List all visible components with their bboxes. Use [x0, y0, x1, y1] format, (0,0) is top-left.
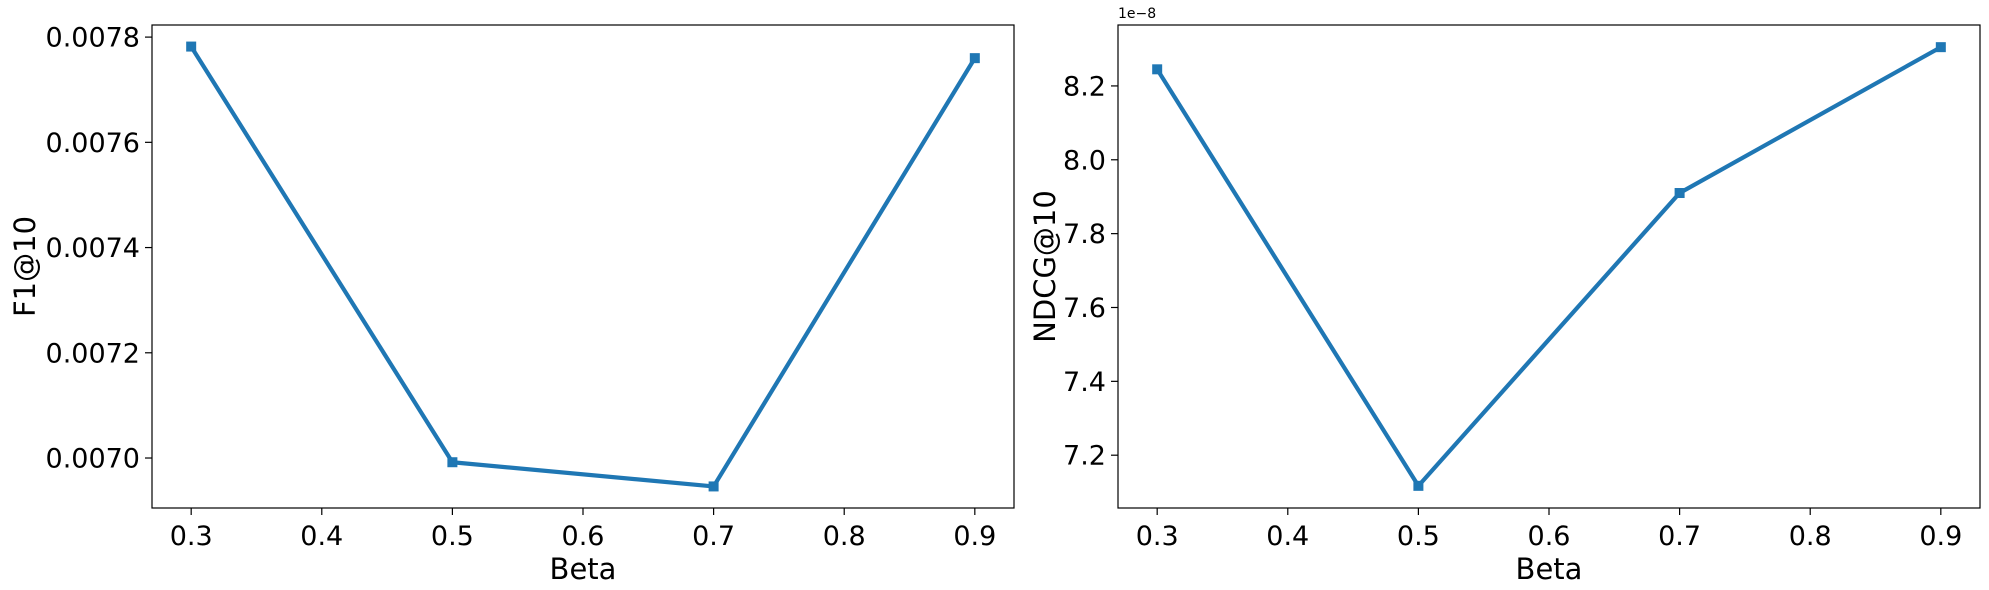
x-axis-label: Beta — [550, 552, 617, 586]
y-axis-offset-label: 1e−8 — [1118, 6, 1156, 22]
x-tick-label: 0.7 — [692, 521, 735, 552]
chart-panel-1: 0.3 0.4 0.5 0.6 0.7 0.8 0.9 0.0070 0.0072 0.0074 0… — [8, 23, 1015, 586]
y-tick-label: 7.6 — [1063, 293, 1106, 324]
x-tick-label: 0.7 — [1658, 521, 1701, 552]
chart-panel-2: 0.3 0.4 0.5 0.6 0.7 0.8 0.9 7.2 7.4 7.6 7.8 8.0 8.2 B… — [1028, 6, 1981, 586]
data-point-marker — [186, 41, 197, 52]
x-tick-label: 0.3 — [1136, 521, 1179, 552]
data-point-marker — [447, 457, 458, 468]
y-axis-label: F1@10 — [8, 216, 42, 317]
series-line-1 — [189, 44, 977, 489]
x-tick-label: 0.8 — [1789, 521, 1832, 552]
y-tick-label: 0.0074 — [46, 233, 140, 264]
y-tick-label: 8.0 — [1063, 145, 1106, 176]
x-tick-label: 0.6 — [562, 521, 605, 552]
x-tick-label: 0.5 — [431, 521, 474, 552]
y-tick-label: 7.8 — [1063, 219, 1106, 250]
data-point-marker — [708, 481, 719, 492]
x-tick-label: 0.4 — [300, 521, 343, 552]
data-point-marker — [1152, 64, 1163, 75]
y-tick-label: 0.0076 — [46, 128, 140, 159]
y-tick-label: 0.0072 — [46, 338, 140, 369]
y-tick-label: 7.2 — [1063, 441, 1106, 472]
x-tick-label: 0.9 — [1919, 521, 1962, 552]
x-tick-label: 0.9 — [953, 521, 996, 552]
data-point-marker — [969, 53, 980, 64]
x-tick-label: 0.5 — [1397, 521, 1440, 552]
y-tick-label: 7.4 — [1063, 367, 1106, 398]
x-tick-label: 0.3 — [170, 521, 213, 552]
x-tick-label: 0.6 — [1528, 521, 1571, 552]
data-point-marker — [1674, 188, 1685, 199]
x-axis-label: Beta — [1516, 552, 1583, 586]
y-tick-label: 8.2 — [1063, 71, 1106, 102]
data-point-marker — [1935, 42, 1946, 53]
data-point-marker — [1413, 480, 1424, 491]
plot-area-frame — [151, 24, 1015, 509]
y-axis-label: NDCG@10 — [1028, 190, 1062, 343]
y-tick-label: 0.0070 — [46, 444, 140, 475]
series-line-1 — [1155, 45, 1943, 488]
x-tick-label: 0.8 — [823, 521, 866, 552]
y-tick-label: 0.0078 — [46, 23, 140, 54]
x-tick-label: 0.4 — [1266, 521, 1309, 552]
